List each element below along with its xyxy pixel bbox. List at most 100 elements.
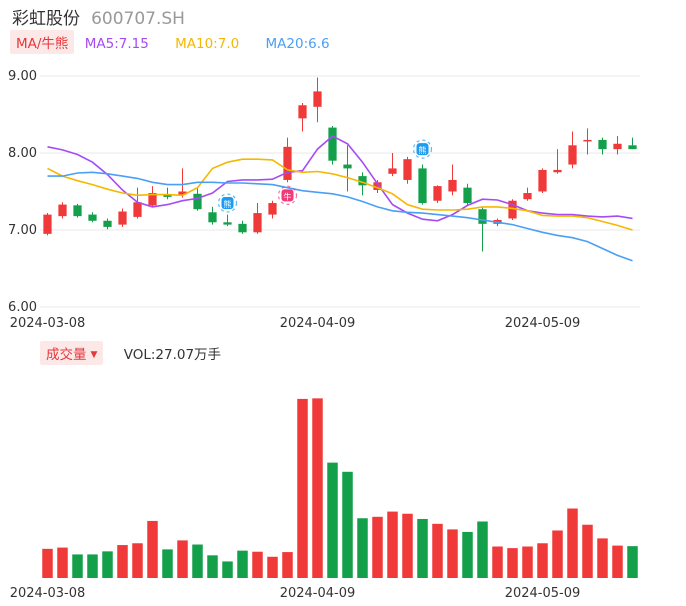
volume-bar: [72, 554, 83, 578]
candle-body: [208, 212, 217, 223]
candle-body: [238, 223, 247, 233]
candle: [253, 203, 262, 234]
candle: [163, 187, 172, 200]
candle: [568, 131, 577, 169]
volume-date-axis: 2024-03-08 2024-04-09 2024-05-09: [10, 586, 581, 601]
candle-body: [163, 194, 172, 197]
volume-bar: [42, 548, 53, 578]
volume-indicator-button[interactable]: 成交量 ▼: [40, 341, 104, 365]
candle-body: [628, 145, 637, 150]
candle: [553, 149, 562, 174]
volume-bar: [312, 398, 323, 578]
candle-body: [568, 145, 577, 165]
candle: [478, 206, 487, 252]
y-tick-label: 7.00: [8, 223, 37, 238]
candle: [343, 145, 352, 192]
volume-bar: [207, 555, 218, 578]
stock-header: 彩虹股份 600707.SH: [12, 4, 185, 29]
candle: [73, 203, 82, 218]
candle-body: [43, 214, 52, 234]
x-tick-label: 2024-03-08: [10, 586, 86, 601]
svg-text:牛: 牛: [284, 191, 292, 201]
candle: [103, 218, 112, 230]
volume-bar: [132, 543, 143, 578]
volume-bar: [57, 547, 68, 578]
candle: [43, 213, 52, 236]
volume-bar: [267, 556, 278, 578]
candle-body: [463, 187, 472, 204]
volume-bar: [507, 548, 518, 578]
ma5-label: MA5:7.15: [84, 36, 149, 52]
candle-body: [373, 182, 382, 190]
candle: [328, 126, 337, 165]
moving-averages: [47, 135, 633, 262]
volume-bar: [627, 546, 638, 578]
candle: [523, 187, 532, 201]
caret-down-icon: ▼: [90, 350, 98, 360]
candle: [88, 212, 97, 223]
candle: [208, 206, 217, 225]
candle-body: [73, 205, 82, 217]
volume-value: VOL:27.07万手: [123, 347, 222, 363]
bear-signal-icon[interactable]: 熊: [412, 139, 433, 159]
candle-body: [448, 179, 457, 192]
candle-body: [358, 176, 367, 186]
candle: [538, 168, 547, 194]
candle: [58, 202, 67, 219]
price-date-axis: 2024-03-08 2024-04-09 2024-05-09: [10, 316, 581, 331]
volume-bar: [87, 554, 98, 578]
svg-text:熊: 熊: [224, 199, 232, 209]
volume-bar: [372, 516, 383, 578]
candle-body: [478, 209, 487, 224]
candle-body: [403, 159, 412, 180]
volume-bar: [477, 521, 488, 578]
ma10-label: MA10:7.0: [175, 36, 240, 52]
candle: [403, 156, 412, 184]
candle-body: [343, 164, 352, 169]
volume-bar: [522, 546, 533, 578]
volume-bar: [537, 543, 548, 578]
volume-bar: [492, 546, 503, 578]
bear-signal-icon[interactable]: 熊: [217, 193, 238, 213]
candle-body: [328, 127, 337, 161]
candle-body: [433, 186, 442, 201]
candle: [283, 137, 292, 183]
candle-body: [58, 204, 67, 217]
candle-body: [148, 193, 157, 206]
candle: [178, 168, 187, 198]
ma-indicator-button[interactable]: MA/牛熊: [10, 30, 75, 54]
candle-body: [268, 203, 277, 215]
candle: [463, 183, 472, 206]
volume-bar: [237, 550, 248, 578]
bull-signal-icon[interactable]: 牛: [277, 185, 298, 205]
volume-bar: [222, 561, 233, 578]
candlesticks: [43, 77, 637, 252]
volume-bar: [297, 398, 308, 578]
candle: [148, 186, 157, 207]
candle-body: [118, 211, 127, 225]
stock-name: 彩虹股份: [12, 9, 80, 29]
candle: [268, 200, 277, 219]
x-tick-label: 2024-04-09: [280, 586, 356, 601]
candle: [508, 199, 517, 220]
volume-bar: [177, 540, 188, 578]
candle-body: [388, 168, 397, 174]
candle-body: [538, 169, 547, 192]
volume-bar: [597, 538, 608, 578]
y-tick-label: 6.00: [8, 300, 37, 315]
volume-button-label: 成交量: [46, 347, 87, 363]
volume-bar: [387, 511, 398, 578]
candle: [373, 179, 382, 194]
candle: [298, 102, 307, 132]
volume-bar: [342, 471, 353, 578]
signal-markers: 熊牛熊: [217, 139, 433, 213]
candle: [358, 172, 367, 196]
volume-bar: [417, 518, 428, 578]
ma-line-ma10: [47, 158, 633, 231]
volume-bars: [42, 398, 638, 578]
volume-bar: [162, 549, 173, 578]
x-tick-label: 2024-04-09: [280, 316, 356, 331]
volume-bar: [402, 513, 413, 578]
candle: [223, 214, 232, 227]
